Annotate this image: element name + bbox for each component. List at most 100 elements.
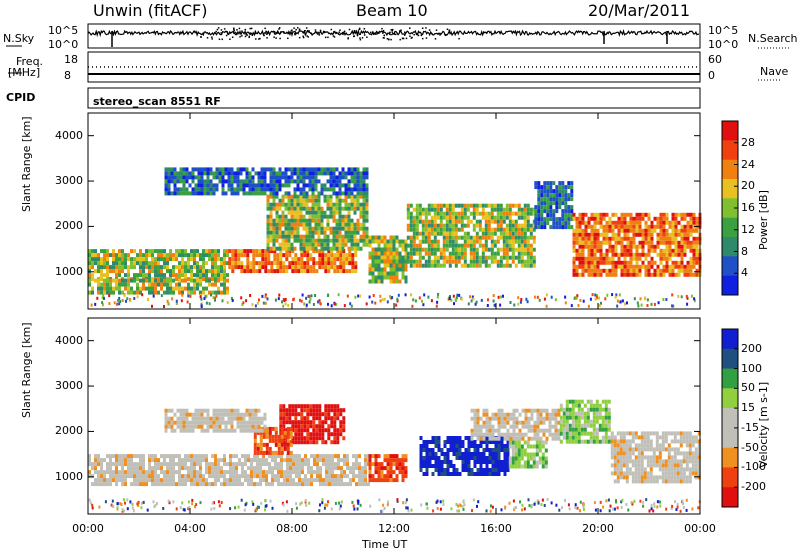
heatmap-cell — [502, 247, 506, 252]
heatmap-cell — [380, 239, 384, 244]
heatmap-cell — [292, 462, 295, 467]
heatmap-cell — [263, 428, 267, 433]
heatmap-cell — [578, 224, 582, 229]
heatmap-cell — [226, 470, 229, 475]
heatmap-cell — [232, 466, 235, 471]
heatmap-cell — [299, 218, 303, 223]
heatmap-cell — [680, 232, 684, 237]
heatmap-cell — [493, 251, 497, 256]
heatmap-cell — [671, 252, 675, 257]
heatmap-cell — [139, 253, 142, 258]
heatmap-cell — [409, 263, 413, 268]
heatmap-cell — [689, 272, 693, 277]
heatmap-cell — [317, 242, 321, 247]
heatmap-cell — [632, 216, 636, 221]
heatmap-cell — [163, 257, 166, 262]
heatmap-cell — [478, 263, 482, 268]
heatmap-cell — [115, 265, 118, 270]
heatmap-cell — [277, 470, 280, 475]
speckle-cell — [94, 302, 97, 306]
heatmap-cell — [567, 197, 571, 202]
speckle-cell — [90, 303, 93, 307]
heatmap-cell — [258, 253, 262, 258]
heatmap-cell — [445, 231, 449, 236]
heatmap-cell — [172, 454, 175, 459]
heatmap-cell — [557, 420, 561, 425]
heatmap-cell — [220, 261, 223, 266]
heatmap-cell — [455, 440, 459, 444]
heatmap-cell — [484, 227, 488, 232]
heatmap-cell — [193, 478, 196, 483]
heatmap-cell — [163, 470, 166, 475]
heatmap-cell — [327, 261, 331, 266]
heatmap-cell — [329, 206, 333, 211]
heatmap-cell — [190, 278, 193, 283]
nsearch-dot — [323, 31, 326, 34]
heatmap-cell — [94, 249, 97, 254]
nsearch-dot — [356, 34, 359, 37]
heatmap-cell — [503, 452, 507, 456]
heatmap-cell — [380, 478, 384, 483]
heatmap-cell — [297, 432, 301, 437]
heatmap-cell — [427, 203, 431, 208]
heatmap-cell — [490, 259, 494, 264]
heatmap-cell — [250, 478, 253, 483]
heatmap-cell — [293, 238, 297, 243]
heatmap-cell — [298, 466, 301, 471]
heatmap-cell — [151, 269, 154, 274]
heatmap-cell — [383, 458, 387, 463]
heatmap-cell — [344, 191, 348, 196]
heatmap-cell — [695, 216, 699, 221]
heatmap-cell — [318, 420, 322, 425]
speckle-cell — [460, 297, 463, 301]
heatmap-cell — [184, 466, 187, 471]
heatmap-cell — [211, 269, 214, 274]
heatmap-cell — [350, 202, 354, 207]
heatmap-cell — [467, 436, 471, 440]
heatmap-cell — [288, 408, 292, 413]
heatmap-cell — [314, 171, 318, 176]
heatmap-cell — [311, 191, 315, 196]
heatmap-cell — [520, 215, 524, 220]
heatmap-cell — [187, 265, 190, 270]
speckle-cell — [594, 297, 597, 301]
heatmap-cell — [552, 181, 556, 186]
heatmap-cell — [638, 272, 642, 277]
heatmap-cell — [632, 244, 636, 249]
heatmap-cell — [239, 420, 243, 425]
heatmap-cell — [287, 230, 291, 235]
heatmap-cell — [623, 252, 627, 257]
heatmap-cell — [262, 462, 265, 467]
speckle-cell — [101, 303, 104, 307]
heatmap-cell — [647, 244, 651, 249]
heatmap-cell — [166, 253, 169, 258]
heatmap-cell — [424, 259, 428, 264]
heatmap-cell — [466, 239, 470, 244]
heatmap-cell — [401, 474, 405, 479]
heatmap-cell — [443, 460, 447, 464]
speckle-cell — [277, 297, 280, 301]
heatmap-cell — [427, 227, 431, 232]
heatmap-cell — [578, 252, 582, 257]
heatmap-cell — [284, 167, 288, 172]
heatmap-cell — [605, 240, 609, 245]
heatmap-cell — [398, 239, 402, 244]
nsearch-dot — [381, 27, 383, 30]
heatmap-cell — [240, 261, 244, 266]
heatmap-cell — [302, 234, 306, 239]
heatmap-cell — [668, 232, 672, 237]
heatmap-cell — [293, 198, 297, 203]
heatmap-cell — [308, 246, 312, 251]
heatmap-cell — [197, 179, 201, 184]
heatmap-cell — [154, 261, 157, 266]
heatmap-cell — [160, 462, 163, 467]
nsky-tick-bottom: 10^0 — [48, 38, 79, 51]
heatmap-cell — [97, 478, 100, 483]
heatmap-cell — [112, 265, 115, 270]
heatmap-cell — [508, 460, 512, 465]
heatmap-cell — [181, 290, 184, 295]
heatmap-cell — [338, 246, 342, 251]
speckle-cell — [381, 298, 384, 302]
heatmap-cell — [395, 235, 399, 240]
heatmap-cell — [358, 470, 361, 475]
